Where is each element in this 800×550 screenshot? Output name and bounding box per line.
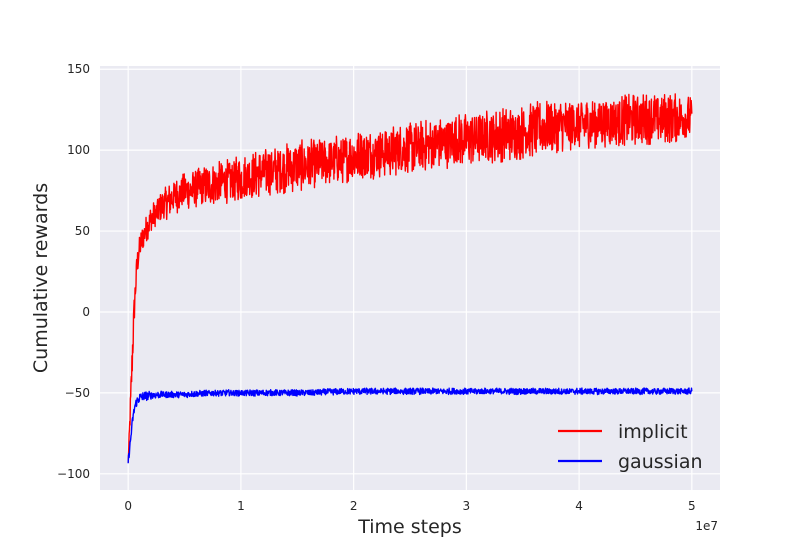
y-tick-label: −100 [57,467,90,481]
x-tick-label: 5 [688,499,696,513]
x-tick-label: 0 [124,499,132,513]
legend-label-gaussian: gaussian [618,451,703,473]
x-tick-label: 2 [350,499,358,513]
y-tick-label: 0 [82,305,90,319]
legend-label-implicit: implicit [618,421,688,443]
series-line-implicit [127,93,693,463]
y-axis-title: Cumulative rewards [30,183,52,373]
x-tick-label: 4 [575,499,583,513]
y-tick-label: 150 [67,62,90,76]
y-tick-label: 100 [67,143,90,157]
x-axis-ticks: 0 1 2 3 4 5 [124,499,695,513]
series-layer [127,93,693,464]
series-line-gaussian [127,387,693,464]
y-tick-label: 50 [75,224,90,238]
y-tick-label: −50 [65,386,90,400]
legend: implicit gaussian [558,421,703,473]
x-tick-label: 1 [237,499,245,513]
y-axis-ticks: −100 −50 0 50 100 150 [57,62,90,481]
x-axis-offset-label: 1e7 [695,519,718,533]
x-axis-title: Time steps [357,516,462,538]
x-tick-label: 3 [463,499,471,513]
